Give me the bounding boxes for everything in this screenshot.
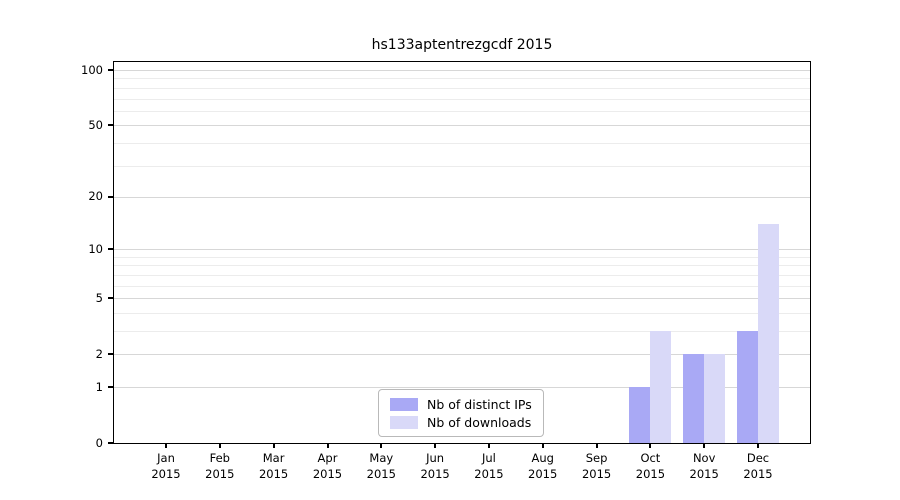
x-tick-month: Jan bbox=[157, 451, 175, 465]
y-tick-mark bbox=[108, 195, 113, 198]
bar-distinct-ips bbox=[737, 331, 758, 443]
x-tick-mark bbox=[434, 443, 437, 448]
gridline-major bbox=[114, 387, 810, 388]
y-tick-label: 10 bbox=[88, 241, 103, 256]
x-tick-month: May bbox=[369, 451, 394, 465]
x-tick-month: Jul bbox=[481, 451, 496, 465]
gridline-minor bbox=[114, 274, 810, 276]
x-tick-year: 2015 bbox=[474, 467, 504, 481]
legend-item: Nb of distinct IPs bbox=[390, 397, 543, 412]
gridline-major bbox=[114, 70, 810, 71]
x-tick-year: 2015 bbox=[151, 467, 181, 481]
chart-title: hs133aptentrezgcdf 2015 bbox=[371, 37, 553, 53]
bar-downloads bbox=[704, 354, 726, 443]
legend-swatch bbox=[390, 397, 418, 411]
gridline-minor bbox=[114, 87, 810, 89]
x-tick-label: Jun 2015 bbox=[403, 450, 467, 482]
gridline-major bbox=[114, 298, 810, 300]
x-tick-label: Mar 2015 bbox=[242, 450, 306, 482]
x-tick-year: 2015 bbox=[528, 467, 558, 481]
x-tick-year: 2015 bbox=[581, 467, 612, 481]
x-tick-month: Dec bbox=[746, 451, 770, 465]
y-tick-label: 20 bbox=[88, 189, 103, 204]
x-tick-month: Nov bbox=[692, 451, 716, 465]
x-tick-year: 2015 bbox=[689, 467, 719, 481]
x-tick-month: Sep bbox=[585, 451, 608, 465]
y-tick-mark bbox=[108, 297, 113, 300]
x-tick-year: 2015 bbox=[312, 467, 343, 481]
x-tick-mark bbox=[380, 443, 383, 448]
x-tick-year: 2015 bbox=[743, 467, 773, 481]
y-tick-label: 0 bbox=[95, 435, 103, 450]
x-tick-label: Oct 2015 bbox=[618, 450, 682, 482]
x-tick-year: 2015 bbox=[205, 467, 235, 481]
y-tick-label: 5 bbox=[95, 290, 103, 305]
gridline-minor bbox=[114, 142, 810, 144]
x-tick-mark bbox=[326, 443, 329, 448]
gridline-minor bbox=[114, 165, 810, 167]
x-tick-month: Jun bbox=[426, 451, 445, 465]
y-tick-mark bbox=[108, 69, 113, 71]
bar-downloads bbox=[758, 224, 779, 443]
gridline-minor bbox=[114, 312, 810, 314]
gridline-major bbox=[114, 249, 810, 251]
x-tick-label: Nov 2015 bbox=[672, 450, 736, 482]
x-tick-mark bbox=[487, 443, 490, 448]
gridline-minor bbox=[114, 265, 810, 267]
x-tick-label: Apr 2015 bbox=[296, 450, 360, 482]
x-tick-month: Mar bbox=[262, 451, 285, 465]
y-tick-mark bbox=[108, 124, 113, 127]
gridline-minor bbox=[114, 110, 810, 112]
gridline-minor bbox=[114, 256, 810, 258]
gridline-minor bbox=[114, 78, 810, 80]
y-tick-label: 1 bbox=[95, 379, 103, 394]
legend-swatch bbox=[390, 415, 418, 429]
x-tick-mark bbox=[595, 443, 598, 448]
gridline-minor bbox=[114, 285, 810, 287]
x-tick-label: May 2015 bbox=[349, 450, 413, 482]
gridline-minor bbox=[114, 331, 810, 332]
x-tick-label: Jul 2015 bbox=[457, 450, 521, 482]
x-tick-year: 2015 bbox=[258, 467, 289, 481]
x-tick-mark bbox=[272, 443, 275, 448]
x-tick-year: 2015 bbox=[420, 467, 450, 481]
bar-distinct-ips bbox=[683, 354, 705, 443]
x-tick-month: Feb bbox=[209, 451, 230, 465]
bar-distinct-ips bbox=[629, 387, 651, 443]
y-tick-label: 2 bbox=[95, 346, 103, 361]
plot-area bbox=[113, 61, 811, 444]
y-tick-mark bbox=[108, 248, 113, 251]
x-tick-month: Apr bbox=[317, 451, 338, 465]
x-tick-label: Feb 2015 bbox=[188, 450, 252, 482]
legend-label: Nb of downloads bbox=[427, 414, 532, 430]
x-tick-label: Sep 2015 bbox=[565, 450, 629, 482]
x-tick-month: Oct bbox=[640, 451, 661, 465]
gridline-major bbox=[114, 196, 810, 198]
y-tick-mark bbox=[108, 442, 113, 444]
x-tick-month: Aug bbox=[531, 451, 554, 465]
x-tick-label: Aug 2015 bbox=[511, 450, 575, 482]
gridline-major bbox=[114, 354, 810, 356]
y-tick-label: 50 bbox=[88, 117, 103, 132]
x-tick-mark bbox=[541, 443, 544, 448]
x-tick-mark bbox=[165, 443, 167, 448]
legend-item: Nb of downloads bbox=[390, 415, 543, 430]
x-tick-label: Jan 2015 bbox=[134, 450, 198, 482]
y-tick-mark bbox=[108, 386, 113, 388]
gridline-major bbox=[114, 125, 810, 127]
x-tick-mark bbox=[703, 443, 706, 448]
gridline-minor bbox=[114, 98, 810, 100]
y-tick-label: 100 bbox=[81, 62, 103, 77]
x-tick-mark bbox=[218, 443, 221, 448]
y-tick-mark bbox=[108, 353, 113, 356]
bar-downloads bbox=[650, 331, 672, 443]
legend: Nb of distinct IPs Nb of downloads bbox=[378, 389, 544, 437]
x-tick-year: 2015 bbox=[635, 467, 666, 481]
x-tick-label: Dec 2015 bbox=[726, 450, 790, 482]
x-tick-year: 2015 bbox=[366, 467, 396, 481]
x-tick-mark bbox=[649, 443, 652, 448]
legend-label: Nb of distinct IPs bbox=[427, 396, 532, 412]
x-tick-mark bbox=[757, 443, 759, 448]
